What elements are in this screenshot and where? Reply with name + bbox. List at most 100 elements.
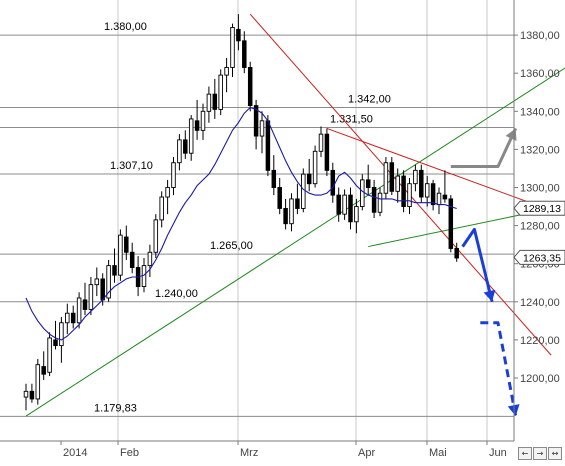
candle xyxy=(371,179,377,218)
trendline-red-main-downtrend xyxy=(249,13,552,356)
price-callout-box xyxy=(513,249,565,265)
candle-body xyxy=(159,196,164,221)
candle xyxy=(430,179,436,211)
candle xyxy=(47,332,52,377)
candle-body xyxy=(177,139,182,164)
candle-body xyxy=(165,187,170,198)
candle-body xyxy=(419,169,424,198)
candle xyxy=(318,126,324,158)
candle xyxy=(253,99,259,150)
candle-body xyxy=(265,120,271,171)
candle-body xyxy=(118,234,123,276)
candle-body xyxy=(153,219,159,253)
candle xyxy=(330,162,336,203)
candle xyxy=(424,176,430,207)
y-tick-label: 1220,00 xyxy=(520,335,560,347)
candle xyxy=(165,179,170,215)
candle-body xyxy=(436,192,442,206)
x-tick-label: Feb xyxy=(120,447,139,459)
candle-body xyxy=(212,93,218,110)
candle xyxy=(283,198,288,230)
candle xyxy=(224,57,229,93)
candle-body xyxy=(129,251,135,268)
candle xyxy=(230,23,235,78)
candle-body xyxy=(65,312,70,324)
candle xyxy=(82,282,88,316)
candle-body xyxy=(365,179,371,188)
candle-body xyxy=(371,187,377,213)
candle xyxy=(377,187,383,217)
candle-body xyxy=(383,162,389,194)
level-label: 1.240,00 xyxy=(155,288,198,300)
candle-body xyxy=(183,139,188,154)
candle xyxy=(200,103,206,140)
candle-body xyxy=(448,198,454,249)
candle xyxy=(118,229,123,281)
candle xyxy=(171,157,176,196)
candle-body xyxy=(171,162,176,188)
y-tick-label: 1200,00 xyxy=(520,373,560,385)
candle-body xyxy=(306,173,312,185)
x-tick-label: Jun xyxy=(489,447,507,459)
candle-body xyxy=(59,322,64,347)
x-tick-label: 2014 xyxy=(63,447,87,459)
candle xyxy=(360,174,365,211)
candle-body xyxy=(112,265,117,276)
candle-body xyxy=(47,337,52,373)
candle xyxy=(324,128,330,177)
candle xyxy=(401,170,406,213)
candle-body xyxy=(70,312,76,324)
scroll-right-button[interactable]: → xyxy=(533,447,547,460)
candle-body xyxy=(342,194,347,215)
candle-body xyxy=(289,198,294,225)
candle xyxy=(153,214,159,258)
candle-body xyxy=(88,284,94,310)
candle-body xyxy=(35,364,41,400)
candle-body xyxy=(206,93,212,112)
price-callout: 1263,35 xyxy=(513,249,565,265)
candle-body xyxy=(247,67,253,107)
level-label: 1.307,10 xyxy=(110,160,153,172)
scroll-left-button[interactable]: ← xyxy=(518,447,532,460)
y-tick-label: 1280,00 xyxy=(520,221,560,233)
level-label: 1.179,83 xyxy=(94,402,137,414)
candle-body xyxy=(395,175,400,192)
candle-body xyxy=(295,198,300,209)
candle-body xyxy=(41,366,46,375)
candle xyxy=(242,31,247,74)
candle-body xyxy=(318,133,324,152)
candle xyxy=(65,303,70,335)
candle xyxy=(206,86,212,123)
candle-body xyxy=(454,248,459,259)
candle-body xyxy=(76,297,82,324)
candle xyxy=(413,164,418,192)
candle-body xyxy=(424,183,430,198)
candle xyxy=(295,183,300,215)
scenario-arrow-line xyxy=(461,227,494,303)
candle xyxy=(389,157,395,196)
horizontal-levels: 1.380,00 1.342,00 1.331,50 1.307,10 1.265,00… xyxy=(0,21,514,417)
candle xyxy=(448,195,454,253)
candle xyxy=(94,267,100,297)
navigation-buttons[interactable]: ← → ↔ xyxy=(518,447,562,460)
y-tick-label: 1380,00 xyxy=(520,30,560,42)
candle-body xyxy=(407,183,412,208)
candle-body xyxy=(236,28,241,42)
candle xyxy=(147,244,153,278)
candle-body xyxy=(82,299,88,310)
candle xyxy=(301,168,306,213)
candle xyxy=(106,259,111,302)
candle xyxy=(247,61,253,112)
candle-body xyxy=(283,208,288,225)
candle-body xyxy=(430,183,436,206)
level-label: 1.380,00 xyxy=(104,21,147,33)
candle-body xyxy=(301,173,306,209)
scenario-arrow-line xyxy=(450,127,518,168)
candles xyxy=(23,14,459,411)
candle xyxy=(289,193,294,232)
zoom-fit-button[interactable]: ↔ xyxy=(548,447,562,460)
candle xyxy=(454,242,459,262)
y-tick-label: 1320,00 xyxy=(520,144,560,156)
